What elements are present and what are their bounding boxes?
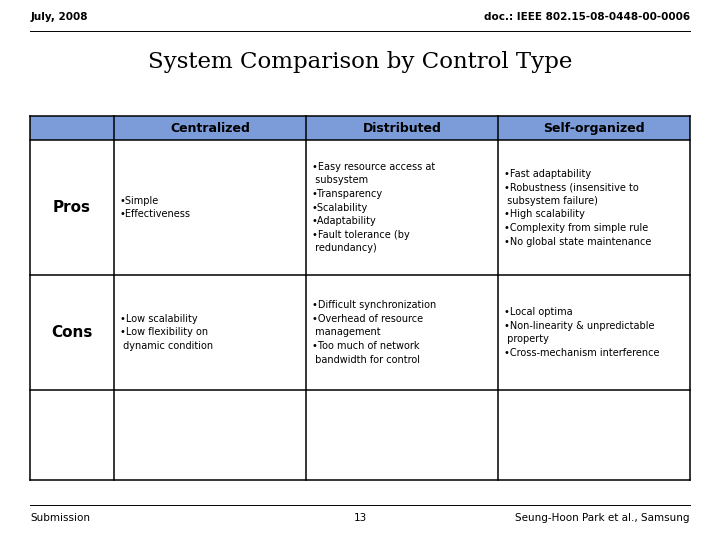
Text: doc.: IEEE 802.15-08-0448-00-0006: doc.: IEEE 802.15-08-0448-00-0006 — [484, 12, 690, 22]
Text: Cons: Cons — [51, 325, 93, 340]
Text: •Easy resource access at
 subsystem
•Transparency
•Scalability
•Adaptability
•Fa: •Easy resource access at subsystem •Tran… — [312, 162, 435, 253]
Text: Distributed: Distributed — [362, 122, 441, 135]
Text: •Local optima
•Non-linearity & unpredictable
 property
•Cross-mechanism interfer: •Local optima •Non-linearity & unpredict… — [503, 307, 659, 357]
Bar — [306, 140, 498, 275]
Bar — [30, 116, 114, 140]
Text: Self-organized: Self-organized — [543, 122, 644, 135]
Bar — [498, 275, 690, 390]
Text: •Simple
•Effectiveness: •Simple •Effectiveness — [120, 196, 191, 219]
Text: Submission: Submission — [30, 514, 90, 523]
Text: System Comparison by Control Type: System Comparison by Control Type — [148, 51, 572, 73]
Bar — [306, 116, 498, 140]
Text: Seung-Hoon Park et al., Samsung: Seung-Hoon Park et al., Samsung — [516, 514, 690, 523]
Text: Centralized: Centralized — [170, 122, 250, 135]
Text: •Difficult synchronization
•Overhead of resource
 management
•Too much of networ: •Difficult synchronization •Overhead of … — [312, 300, 436, 364]
Text: 13: 13 — [354, 514, 366, 523]
Text: •Fast adaptability
•Robustness (insensitive to
 subsystem failure)
•High scalabi: •Fast adaptability •Robustness (insensit… — [503, 168, 651, 247]
Bar — [306, 275, 498, 390]
Bar — [114, 116, 306, 140]
Text: July, 2008: July, 2008 — [30, 12, 88, 22]
Text: •Low scalability
•Low flexibility on
 dynamic condition: •Low scalability •Low flexibility on dyn… — [120, 314, 213, 351]
Bar — [114, 275, 306, 390]
Bar — [30, 140, 114, 275]
Bar — [114, 140, 306, 275]
Text: Pros: Pros — [53, 200, 91, 215]
Bar — [498, 116, 690, 140]
Bar — [498, 140, 690, 275]
Bar — [30, 275, 114, 390]
